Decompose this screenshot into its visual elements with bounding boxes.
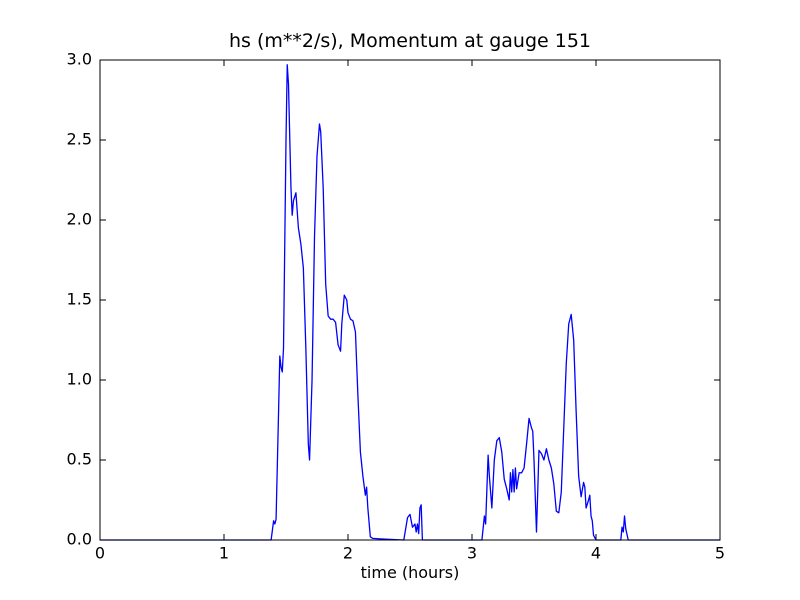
y-tick-label: 1.5 [67,290,92,309]
x-tick-label: 2 [343,544,353,563]
y-tick-label: 0.0 [67,530,92,549]
y-tick-label: 1.0 [67,370,92,389]
x-tick-label: 1 [219,544,229,563]
data-line [100,64,720,541]
x-axis-label: time (hours) [361,563,460,582]
x-tick-label: 4 [591,544,601,563]
y-tick-label: 2.0 [67,210,92,229]
x-tick-label: 5 [715,544,725,563]
y-tick-label: 3.0 [67,50,92,69]
x-tick-label: 3 [467,544,477,563]
y-tick-label: 2.5 [67,130,92,149]
plot-frame [99,59,721,541]
y-tick-label: 0.5 [67,450,92,469]
chart-title: hs (m**2/s), Momentum at gauge 151 [229,30,591,52]
x-tick-label: 0 [95,544,105,563]
